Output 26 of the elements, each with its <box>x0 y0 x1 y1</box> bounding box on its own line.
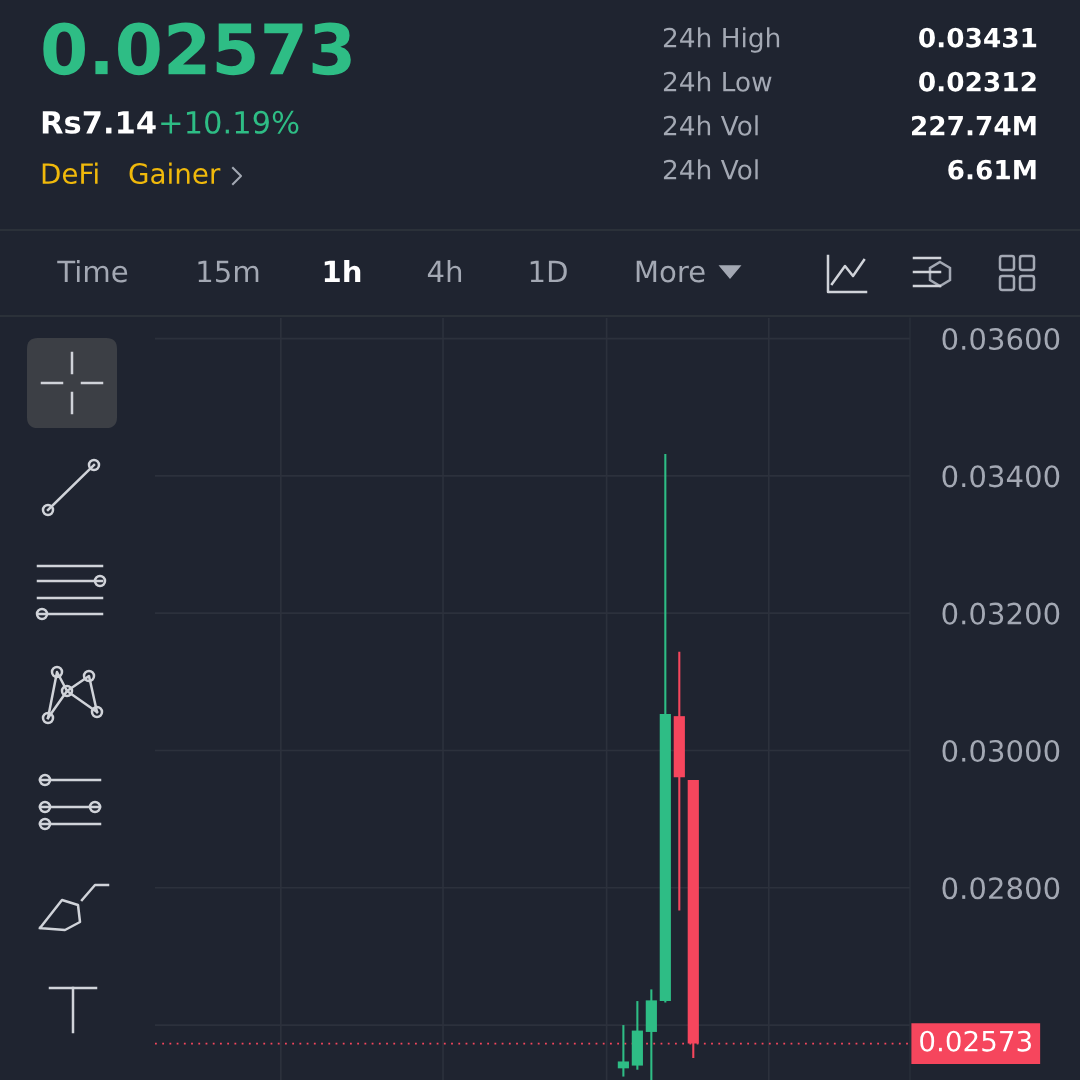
text: Rs7.14 <box>42 111 156 134</box>
text: 1D <box>530 260 567 283</box>
text: 6.61M <box>948 159 1036 180</box>
text: More <box>636 260 705 283</box>
y-tick-label: 0.03000 <box>942 739 1060 762</box>
y-tick-label: 0.03600 <box>942 328 1060 351</box>
ref-line-label: 0.02573 <box>920 1030 1031 1052</box>
candlestick <box>617 1024 629 1078</box>
text: 24h High <box>663 27 780 53</box>
text: Gainer <box>129 162 221 185</box>
text: 24h Vol <box>663 115 758 136</box>
text: 0.03431 <box>919 27 1037 48</box>
text: 15m <box>198 260 259 283</box>
y-tick-label: 0.02800 <box>942 877 1060 900</box>
chart-title: 0.02573 <box>43 22 351 76</box>
text: 0.02312 <box>919 71 1036 92</box>
text: DeFi <box>42 162 98 185</box>
text: 4h <box>427 259 462 283</box>
text: 24h Vol <box>663 159 758 180</box>
y-tick-label: 0.03200 <box>942 602 1060 625</box>
text: 227.74M <box>912 115 1036 136</box>
text: 1h <box>324 259 361 283</box>
y-tick-label: 0.03400 <box>942 465 1060 488</box>
text: +10.19% <box>161 110 299 134</box>
text: 24h Low <box>663 71 772 92</box>
text: Time <box>57 259 128 283</box>
